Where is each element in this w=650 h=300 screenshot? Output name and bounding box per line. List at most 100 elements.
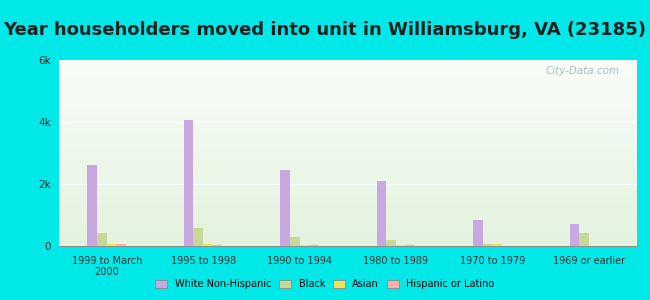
Bar bbox=[473, 220, 483, 246]
Bar bbox=[569, 224, 579, 246]
Bar bbox=[58, 72, 637, 73]
Bar bbox=[58, 230, 637, 231]
Bar bbox=[58, 220, 637, 221]
Legend: White Non-Hispanic, Black, Asian, Hispanic or Latino: White Non-Hispanic, Black, Asian, Hispan… bbox=[153, 276, 497, 292]
Bar bbox=[58, 227, 637, 228]
Bar bbox=[58, 117, 637, 118]
Bar bbox=[58, 223, 637, 224]
Bar bbox=[58, 215, 637, 216]
Bar bbox=[58, 118, 637, 119]
Bar bbox=[58, 104, 637, 105]
Bar bbox=[58, 195, 637, 196]
Bar bbox=[58, 149, 637, 150]
Bar bbox=[58, 131, 637, 132]
Bar bbox=[58, 76, 637, 77]
Bar bbox=[58, 77, 637, 78]
Bar bbox=[58, 231, 637, 232]
Bar bbox=[58, 132, 637, 133]
Bar bbox=[579, 233, 589, 246]
Bar bbox=[184, 120, 194, 246]
Bar bbox=[58, 189, 637, 190]
Bar bbox=[58, 150, 637, 151]
Bar bbox=[58, 222, 637, 223]
Bar bbox=[58, 130, 637, 131]
Bar bbox=[58, 90, 637, 91]
Bar bbox=[58, 178, 637, 179]
Bar bbox=[58, 83, 637, 84]
Bar bbox=[58, 125, 637, 126]
Bar bbox=[58, 214, 637, 215]
Bar bbox=[58, 69, 637, 70]
Bar bbox=[58, 133, 637, 134]
Bar bbox=[58, 234, 637, 235]
Bar bbox=[58, 204, 637, 205]
Bar bbox=[58, 79, 637, 80]
Bar bbox=[58, 233, 637, 234]
Bar bbox=[58, 179, 637, 180]
Bar bbox=[58, 106, 637, 107]
Bar bbox=[58, 216, 637, 217]
Bar bbox=[58, 197, 637, 198]
Bar bbox=[58, 159, 637, 160]
Bar bbox=[58, 244, 637, 245]
Bar bbox=[58, 139, 637, 140]
Bar bbox=[493, 244, 502, 246]
Bar bbox=[58, 235, 637, 236]
Bar bbox=[116, 244, 126, 246]
Bar bbox=[97, 233, 107, 246]
Bar bbox=[58, 111, 637, 112]
Bar bbox=[58, 194, 637, 195]
Bar bbox=[58, 203, 637, 204]
Bar bbox=[58, 212, 637, 214]
Bar bbox=[58, 98, 637, 99]
Bar bbox=[58, 164, 637, 165]
Bar bbox=[58, 207, 637, 208]
Bar bbox=[58, 156, 637, 157]
Bar bbox=[58, 116, 637, 117]
Bar bbox=[58, 105, 637, 106]
Bar bbox=[58, 218, 637, 219]
Bar bbox=[58, 160, 637, 161]
Bar bbox=[58, 154, 637, 155]
Bar bbox=[58, 153, 637, 154]
Bar bbox=[58, 113, 637, 114]
Bar bbox=[58, 85, 637, 86]
Bar bbox=[58, 182, 637, 183]
Bar bbox=[58, 102, 637, 103]
Bar bbox=[58, 112, 637, 113]
Bar bbox=[58, 134, 637, 135]
Bar bbox=[58, 217, 637, 218]
Bar bbox=[58, 193, 637, 194]
Bar bbox=[58, 141, 637, 142]
Bar bbox=[58, 169, 637, 170]
Bar bbox=[58, 155, 637, 156]
Bar bbox=[58, 60, 637, 61]
Bar bbox=[58, 172, 637, 173]
Bar bbox=[58, 175, 637, 176]
Bar bbox=[58, 238, 637, 239]
Bar bbox=[58, 73, 637, 74]
Bar bbox=[58, 99, 637, 100]
Bar bbox=[58, 138, 637, 139]
Bar bbox=[58, 243, 637, 244]
Bar bbox=[58, 71, 637, 72]
Bar bbox=[58, 210, 637, 211]
Bar bbox=[58, 166, 637, 167]
Bar bbox=[58, 202, 637, 203]
Bar bbox=[58, 92, 637, 94]
Bar bbox=[58, 170, 637, 171]
Bar bbox=[58, 228, 637, 229]
Bar bbox=[58, 192, 637, 193]
Bar bbox=[290, 237, 300, 246]
Bar bbox=[58, 129, 637, 130]
Bar bbox=[58, 108, 637, 109]
Bar bbox=[386, 240, 396, 246]
Bar bbox=[58, 128, 637, 129]
Bar bbox=[58, 144, 637, 145]
Bar bbox=[58, 241, 637, 242]
Bar bbox=[58, 63, 637, 64]
Bar bbox=[58, 245, 637, 246]
Bar bbox=[58, 161, 637, 162]
Bar bbox=[58, 221, 637, 222]
Bar bbox=[58, 142, 637, 143]
